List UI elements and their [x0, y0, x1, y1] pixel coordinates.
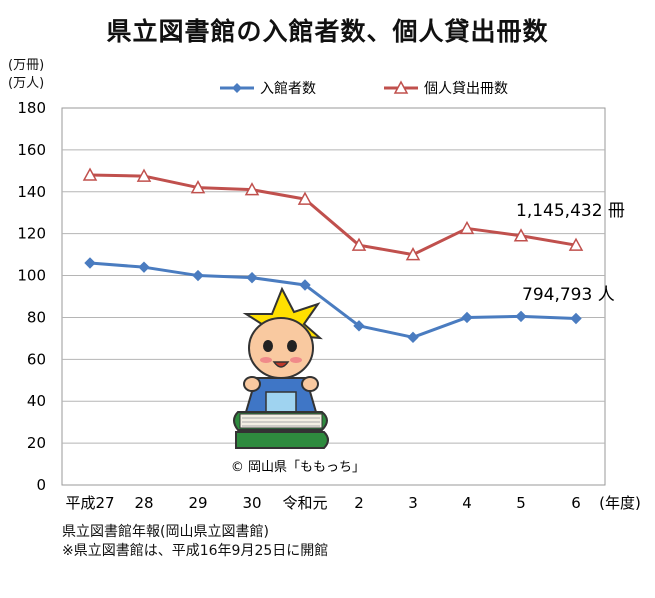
mascot-illustration [233, 286, 329, 449]
data-point [244, 182, 260, 196]
y-tick-label: 160 [17, 141, 46, 159]
x-tick-label: 29 [188, 494, 207, 512]
data-point [82, 167, 98, 181]
data-point [351, 237, 367, 251]
legend-marker-0 [232, 83, 242, 93]
x-tick-label: 令和元 [282, 494, 327, 512]
data-point [246, 271, 258, 284]
y-tick-label: 180 [17, 99, 46, 117]
data-point [568, 237, 584, 251]
data-point [192, 269, 204, 282]
data-point [461, 311, 473, 324]
data-point [136, 168, 152, 182]
data-point [405, 247, 421, 261]
data-point [190, 180, 206, 194]
data-point [407, 331, 419, 344]
data-point [570, 312, 582, 325]
legend-marker-1 [393, 80, 409, 94]
x-tick-label: 6 [571, 494, 581, 512]
x-tick-label: 3 [408, 494, 418, 512]
legend-label-0: 入館者数 [260, 80, 316, 97]
x-axis-suffix: (年度) [599, 494, 641, 512]
chart-title: 県立図書館の入館者数、個人貸出冊数 [106, 17, 549, 46]
y-tick-label: 100 [17, 267, 46, 285]
x-tick-label: 30 [242, 494, 261, 512]
data-point [459, 220, 475, 235]
data-point [138, 261, 150, 273]
copyright-text: © 岡山県「ももっち」 [231, 460, 365, 475]
legend-label-1: 個人貸出冊数 [424, 81, 508, 97]
footnote: ※県立図書館は、平成16年9月25日に開館 [62, 543, 329, 559]
y-tick-label: 120 [17, 225, 46, 243]
x-tick-label: 5 [516, 494, 526, 512]
y-unit-books: (万冊) [8, 58, 45, 73]
y-tick-label: 0 [36, 476, 46, 494]
series-line-1 [89, 173, 577, 257]
data-point [84, 257, 96, 269]
y-tick-label: 140 [17, 183, 46, 201]
y-unit-people: (万人) [8, 76, 45, 91]
x-tick-label: 28 [134, 494, 153, 512]
y-tick-label: 20 [27, 434, 46, 452]
y-tick-label: 80 [27, 308, 46, 326]
source-note: 県立図書館年報(岡山県立図書館) [62, 524, 269, 540]
data-point [297, 191, 313, 205]
y-tick-label: 40 [27, 392, 46, 410]
data-point [513, 228, 529, 242]
series-line-0 [89, 261, 577, 339]
x-tick-label: 平成27 [65, 494, 114, 512]
plot-frame [61, 107, 606, 486]
x-tick-label: 4 [462, 494, 472, 512]
annotation-label: 1,145,432 冊 [516, 201, 625, 221]
data-point [299, 279, 311, 291]
data-point [353, 320, 365, 332]
y-tick-label: 60 [27, 350, 46, 368]
x-tick-label: 2 [354, 494, 364, 512]
data-point [515, 310, 527, 323]
annotation-label: 794,793 人 [522, 285, 615, 305]
